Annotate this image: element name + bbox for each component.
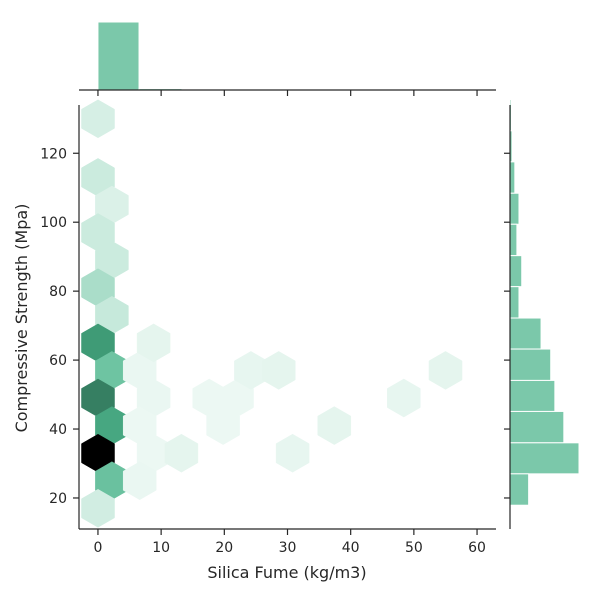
hexbin-cell <box>275 433 310 473</box>
y-axis-label: Compressive Strength (Mpa) <box>12 204 31 433</box>
y-hist-bar <box>509 410 565 444</box>
y-hist-bar <box>509 255 523 288</box>
hexbin-cell <box>81 99 115 139</box>
hexbin-cell <box>261 351 296 390</box>
x-tick-label: 40 <box>342 540 360 556</box>
y-tick-label: 120 <box>40 146 67 162</box>
y-hist-bar <box>509 348 552 381</box>
x-tick-label: 20 <box>215 540 233 556</box>
hexbin-cell <box>81 489 115 528</box>
y-hist-bar <box>509 286 520 319</box>
y-hist-bar <box>509 379 556 412</box>
hexbin-cell <box>387 378 421 418</box>
hexbin-cell <box>220 378 254 418</box>
y-tick-label: 60 <box>49 353 67 369</box>
y-marginal-histogram <box>509 98 580 529</box>
y-tick-label: 20 <box>49 491 67 507</box>
hexbin-cell <box>317 406 352 445</box>
x-tick-label: 0 <box>93 540 102 556</box>
y-tick-label: 80 <box>49 284 67 300</box>
x-axis-label: Silica Fume (kg/m3) <box>207 563 366 582</box>
hexbin-cell <box>164 433 199 473</box>
x-marginal-histogram <box>79 21 496 91</box>
hexbin-cell <box>122 461 157 500</box>
x-tick-label: 60 <box>468 540 486 556</box>
hexbin-cell <box>136 323 171 363</box>
y-hist-bar <box>509 473 530 506</box>
x-tick-label: 50 <box>405 540 423 556</box>
hexbin-cell <box>206 406 240 445</box>
y-hist-bar <box>509 442 580 475</box>
y-tick-label: 100 <box>40 215 67 231</box>
y-hist-bar <box>509 161 516 194</box>
axes: 0 10 20 30 40 50 60 20 40 60 80 100 120 <box>40 90 510 556</box>
y-hist-bar <box>509 223 518 257</box>
x-hist-bar <box>97 21 140 91</box>
y-hist-bar <box>509 192 520 225</box>
y-tick-label: 40 <box>49 422 67 438</box>
y-hist-bar <box>509 317 542 350</box>
hexbin-layer <box>81 99 463 528</box>
x-tick-label: 10 <box>152 540 170 556</box>
x-tick-label: 30 <box>279 540 297 556</box>
hexbin-cell <box>428 351 463 390</box>
